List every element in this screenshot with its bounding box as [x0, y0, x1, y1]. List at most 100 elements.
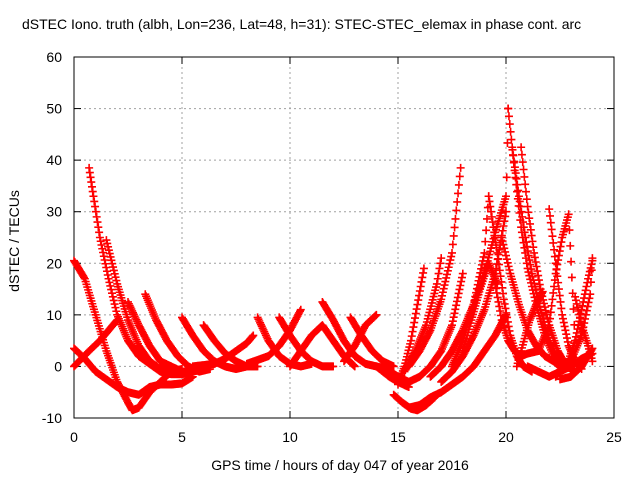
data-point — [112, 307, 121, 316]
data-point — [579, 297, 588, 306]
data-point — [513, 187, 522, 196]
data-point — [547, 225, 556, 234]
data-point — [546, 218, 555, 227]
data-point — [438, 291, 447, 300]
data-point — [124, 297, 132, 306]
data-arc — [394, 264, 428, 389]
data-point — [532, 262, 541, 271]
data-point — [477, 260, 486, 269]
data-point — [510, 163, 519, 172]
data-point — [545, 321, 554, 330]
data-point — [522, 195, 531, 204]
data-point — [504, 322, 513, 331]
data-point — [411, 309, 420, 318]
data-point — [494, 254, 503, 263]
data-point — [558, 314, 567, 323]
x-axis-label: GPS time / hours of day 047 of year 2016 — [211, 457, 469, 473]
data-arc — [404, 163, 465, 371]
data-point — [538, 287, 547, 296]
data-point — [555, 291, 564, 300]
data-point — [452, 206, 461, 215]
data-point — [502, 255, 511, 264]
data-point — [453, 197, 462, 206]
data-point — [545, 205, 554, 214]
y-tick-label: 10 — [46, 307, 62, 323]
data-point — [504, 262, 513, 271]
data-point — [124, 299, 133, 308]
data-point — [565, 226, 574, 235]
x-tick-label: 5 — [178, 429, 186, 445]
data-point — [511, 169, 520, 178]
y-tick-label: 0 — [54, 358, 62, 374]
data-point — [512, 174, 521, 183]
data-point — [588, 256, 597, 265]
data-point — [458, 269, 467, 278]
data-point — [553, 260, 562, 269]
data-point — [567, 273, 576, 282]
data-point — [132, 315, 141, 324]
data-point — [499, 221, 508, 230]
data-point — [129, 310, 138, 319]
data-point — [259, 325, 268, 334]
data-point — [93, 218, 102, 227]
data-point — [441, 277, 450, 286]
data-point — [407, 332, 416, 341]
data-point — [494, 297, 503, 306]
data-point — [497, 277, 506, 286]
data-point — [433, 274, 442, 283]
y-tick-label: 40 — [46, 152, 62, 168]
data-point — [455, 285, 464, 294]
data-point — [109, 296, 118, 305]
data-point — [549, 238, 558, 247]
data-point — [540, 303, 549, 312]
y-axis-label: dSTEC / TECUs — [6, 190, 22, 292]
data-point — [519, 218, 528, 227]
y-tick-label: 60 — [46, 49, 62, 65]
data-point — [524, 208, 533, 217]
data-point — [499, 240, 508, 249]
data-point — [525, 256, 534, 265]
data-point — [557, 304, 566, 313]
data-point — [498, 237, 507, 246]
axis-ticks: 0 5 10 15 20 25 -10 0 10 20 30 40 50 60 — [42, 49, 622, 445]
data-point — [556, 242, 565, 251]
data-point — [560, 322, 569, 331]
data-arc — [504, 104, 567, 374]
data-point — [510, 157, 519, 166]
data-point — [520, 228, 529, 237]
data-point — [445, 259, 454, 268]
data-point — [491, 279, 500, 288]
data-point — [494, 260, 503, 269]
data-point — [406, 336, 415, 345]
data-point — [585, 267, 594, 276]
data-point — [448, 248, 456, 257]
data-point — [128, 308, 137, 317]
data-point — [451, 305, 460, 314]
data-point — [449, 313, 458, 322]
data-point — [107, 285, 116, 294]
data-point — [563, 337, 572, 346]
data-point — [454, 289, 463, 298]
data-point — [564, 210, 573, 219]
data-point — [574, 306, 583, 315]
data-point — [92, 212, 101, 221]
data-point — [125, 301, 134, 310]
data-point — [443, 270, 452, 279]
data-point — [502, 173, 511, 182]
data-point — [493, 248, 502, 257]
data-points — [70, 104, 597, 415]
data-point — [450, 223, 459, 232]
data-point — [587, 260, 596, 269]
data-point — [578, 301, 587, 310]
data-point — [261, 329, 270, 338]
data-point — [104, 274, 113, 283]
data-point — [540, 299, 549, 308]
data-point — [482, 226, 491, 235]
chart-title: dSTEC Iono. truth (albh, Lon=236, Lat=48… — [22, 16, 581, 32]
data-point — [432, 279, 441, 288]
data-point — [492, 288, 501, 297]
data-point — [502, 251, 510, 260]
data-point — [253, 313, 262, 322]
data-arc — [346, 313, 398, 371]
